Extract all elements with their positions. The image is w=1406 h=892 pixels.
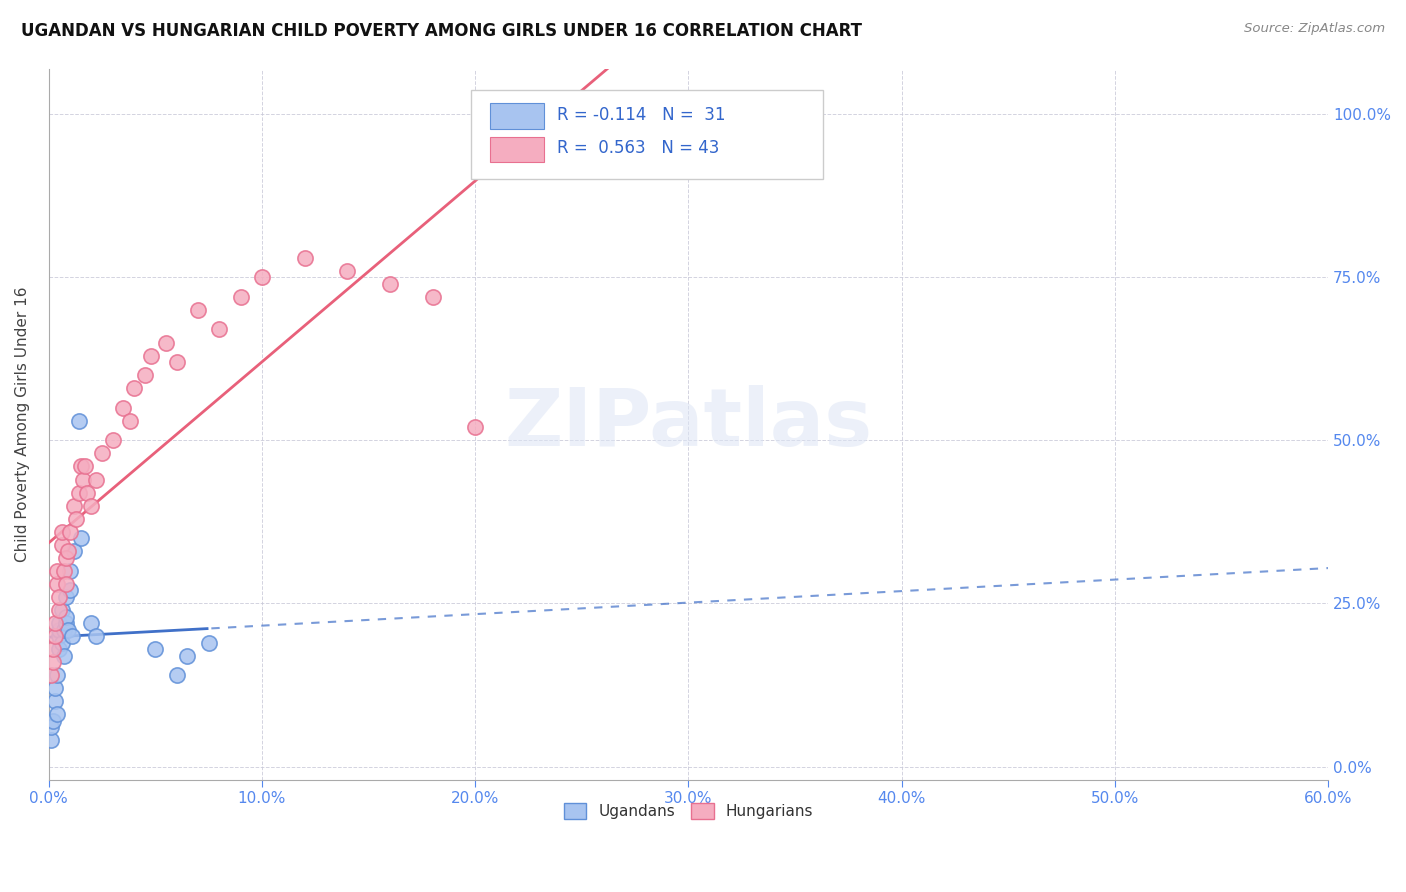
FancyBboxPatch shape xyxy=(491,136,544,162)
Point xyxy=(378,277,401,291)
Point xyxy=(176,648,198,663)
Point xyxy=(80,615,103,630)
Point xyxy=(67,414,90,428)
Point xyxy=(84,473,107,487)
Y-axis label: Child Poverty Among Girls Under 16: Child Poverty Among Girls Under 16 xyxy=(15,286,30,562)
Point xyxy=(134,368,156,383)
Point xyxy=(63,544,86,558)
Point xyxy=(101,434,124,448)
Point xyxy=(55,615,77,630)
Point xyxy=(51,538,73,552)
Point xyxy=(52,623,75,637)
Text: R =  0.563   N = 43: R = 0.563 N = 43 xyxy=(557,139,718,157)
Point xyxy=(166,355,188,369)
Point xyxy=(39,733,62,747)
Point xyxy=(69,459,91,474)
Point xyxy=(197,635,219,649)
FancyBboxPatch shape xyxy=(491,103,544,129)
Point xyxy=(60,629,83,643)
Point xyxy=(294,251,316,265)
Point xyxy=(67,485,90,500)
Point xyxy=(44,694,66,708)
Point xyxy=(91,446,114,460)
Point xyxy=(48,623,70,637)
Point xyxy=(118,414,141,428)
Point xyxy=(48,603,70,617)
Point xyxy=(42,714,65,728)
Point xyxy=(44,629,66,643)
Point xyxy=(56,623,79,637)
Point xyxy=(39,720,62,734)
Point xyxy=(422,290,444,304)
Point xyxy=(139,349,162,363)
Point xyxy=(56,544,79,558)
Point xyxy=(55,577,77,591)
Point xyxy=(73,459,96,474)
Point xyxy=(55,550,77,565)
Point xyxy=(51,635,73,649)
Point xyxy=(46,577,69,591)
Point xyxy=(42,655,65,669)
Point xyxy=(55,609,77,624)
Point xyxy=(84,629,107,643)
Point xyxy=(63,499,86,513)
Point xyxy=(65,511,87,525)
Point xyxy=(46,668,69,682)
Point xyxy=(52,564,75,578)
Point xyxy=(59,524,82,539)
Point xyxy=(55,590,77,604)
Point xyxy=(59,564,82,578)
Point xyxy=(42,642,65,657)
Point xyxy=(59,583,82,598)
Point xyxy=(229,290,252,304)
Text: UGANDAN VS HUNGARIAN CHILD POVERTY AMONG GIRLS UNDER 16 CORRELATION CHART: UGANDAN VS HUNGARIAN CHILD POVERTY AMONG… xyxy=(21,22,862,40)
Point xyxy=(122,381,145,395)
Point xyxy=(46,564,69,578)
Text: ZIPatlas: ZIPatlas xyxy=(505,385,873,463)
Point xyxy=(336,264,359,278)
Point xyxy=(145,642,167,657)
Point xyxy=(46,707,69,722)
Point xyxy=(187,302,209,317)
Point xyxy=(208,322,231,336)
Point xyxy=(44,681,66,696)
Legend: Ugandans, Hungarians: Ugandans, Hungarians xyxy=(557,797,820,825)
Point xyxy=(76,485,98,500)
Text: Source: ZipAtlas.com: Source: ZipAtlas.com xyxy=(1244,22,1385,36)
Point xyxy=(80,499,103,513)
Point xyxy=(48,629,70,643)
Point xyxy=(72,473,94,487)
Point xyxy=(250,270,273,285)
Point xyxy=(464,420,486,434)
Point xyxy=(44,615,66,630)
Point xyxy=(166,668,188,682)
Text: R = -0.114   N =  31: R = -0.114 N = 31 xyxy=(557,106,725,124)
Point xyxy=(112,401,135,415)
Point xyxy=(155,335,177,350)
Point xyxy=(52,648,75,663)
Point xyxy=(48,642,70,657)
Point xyxy=(69,531,91,545)
Point xyxy=(51,603,73,617)
FancyBboxPatch shape xyxy=(471,90,823,178)
Point xyxy=(39,668,62,682)
Point xyxy=(51,524,73,539)
Point xyxy=(48,590,70,604)
Point xyxy=(48,615,70,630)
